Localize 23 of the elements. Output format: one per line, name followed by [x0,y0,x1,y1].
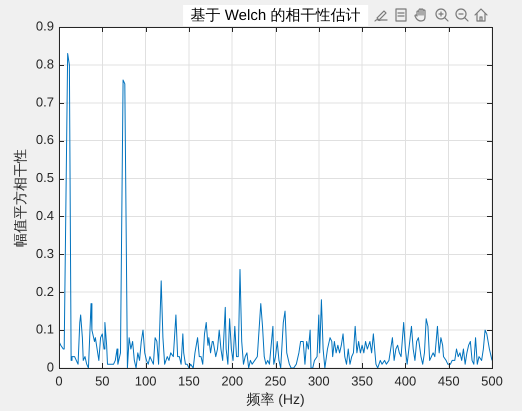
x-tick-label: 400 [394,373,416,388]
x-axis-title: 频率 (Hz) [246,390,305,408]
y-tick-label: 0.7 [36,94,54,110]
x-tick-label: 150 [178,373,200,388]
x-tick-label: 250 [264,373,286,388]
x-tick-label: 50 [95,373,110,388]
y-tick-label: 0.2 [36,284,54,299]
x-tick-label: 450 [438,373,460,388]
y-tick-label: 0 [46,360,54,375]
x-tick-label: 300 [308,373,330,388]
x-tick-label: 500 [481,373,503,388]
y-tick-label: 0.1 [36,322,54,337]
x-tick-label: 200 [221,373,244,388]
y-axis-title: 幅值平方相干性 [13,148,30,246]
y-tick-label: 0.9 [36,18,54,34]
y-tick-label: 0.4 [36,208,54,224]
y-tick-label: 0.8 [36,56,54,72]
x-tick-label: 350 [351,373,373,388]
x-tick-label: 100 [134,373,156,388]
y-tick-label: 0.3 [36,246,54,261]
y-tick-label: 0.6 [36,132,54,148]
y-tick-label: 0.5 [36,170,54,186]
chart-title: 基于 Welch 的相干性估计 [182,5,368,26]
